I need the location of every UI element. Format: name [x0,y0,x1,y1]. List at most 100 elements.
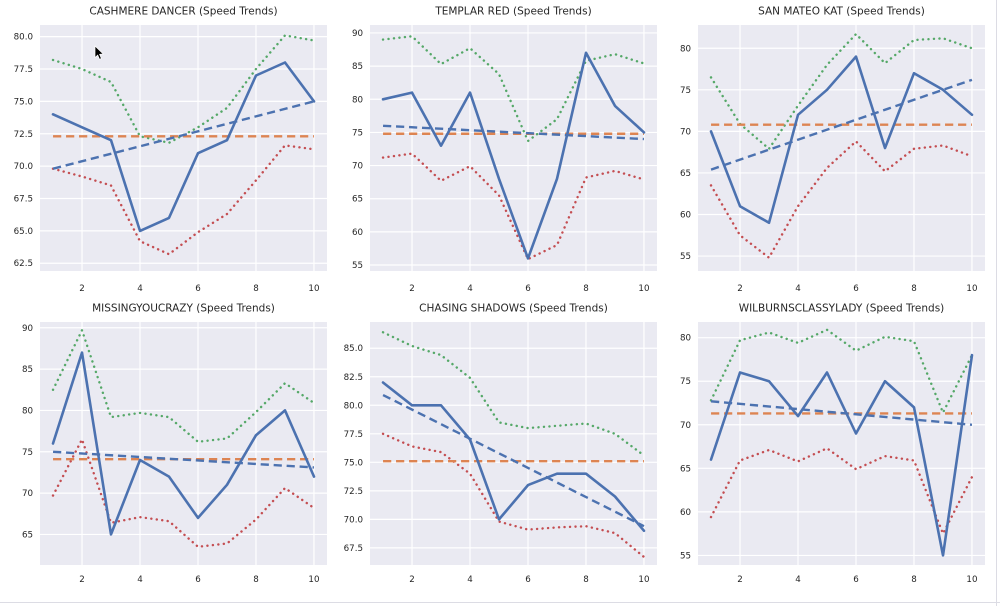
mouse-cursor-icon [94,45,105,60]
x-tick-label: 4 [137,284,143,294]
x-tick-label: 10 [638,575,649,585]
x-tick-label: 6 [853,284,859,294]
x-tick-label: 10 [308,575,319,585]
speed-line [381,51,646,260]
y-tick-label: 72.5 [344,487,363,497]
y-tick-label: 77.5 [344,430,363,440]
speed-line [709,55,974,225]
y-tick-label: 70.0 [344,515,363,525]
x-tick-label: 2 [737,284,743,294]
x-tick-label: 8 [911,575,917,585]
chart-title: TEMPLAR RED (Speed Trends) [434,6,591,18]
y-tick-label: 65.0 [14,227,33,237]
x-tick-label: 2 [737,575,743,585]
x-tick-label: 10 [966,575,977,585]
y-tick-label: 90 [22,324,33,334]
chart-title: CASHMERE DANCER (Speed Trends) [89,6,277,18]
trend-line [382,393,645,528]
x-tick-label: 6 [525,284,531,294]
upper-band-line [381,35,646,143]
y-tick-label: 77.5 [14,65,33,75]
y-tick-label: 80.0 [344,401,363,411]
y-tick-label: 75 [22,448,33,458]
x-tick-label: 4 [795,284,801,294]
y-tick-label: 90 [352,29,363,39]
plot-area [40,322,327,565]
x-tick-label: 2 [79,575,85,585]
x-tick-label: 2 [409,575,415,585]
trend-line [710,78,973,171]
y-tick-label: 60 [352,228,363,238]
x-tick-label: 8 [253,284,259,294]
y-tick-label: 75.0 [14,97,33,107]
x-tick-label: 6 [195,284,201,294]
plot-area [370,25,657,271]
y-tick-label: 67.5 [344,544,363,554]
x-tick-label: 4 [795,575,801,585]
y-tick-label: 80.0 [14,33,33,43]
y-tick-label: 60 [680,210,691,220]
chart-panel: 55 60 65 70 75 80 2 4 6 8 10 WILBURNSCLASSYLADY (Sp… [680,303,985,585]
x-tick-label: 8 [911,284,917,294]
y-tick-label: 70 [680,127,691,137]
x-tick-label: 10 [638,284,649,294]
y-tick-label: 55 [680,551,691,561]
y-tick-label: 67.5 [14,194,33,204]
speed-line [381,381,646,533]
y-tick-label: 75.0 [344,458,363,468]
trend-line [52,100,315,170]
chart-panel: 55 60 65 70 75 80 2 4 6 8 10 SAN MATEO KAT (Speed T… [680,6,985,294]
x-tick-label: 2 [409,284,415,294]
chart-panel: 65 70 75 80 85 90 2 4 6 8 10 MISSINGYOUCRAZY (Speed… [22,303,327,585]
lower-band-line [381,152,646,261]
y-tick-label: 75 [680,377,691,387]
y-tick-label: 65 [680,169,691,179]
upper-band-line [709,328,974,414]
y-tick-label: 85.0 [344,344,363,354]
y-tick-label: 55 [352,261,363,271]
y-tick-label: 80 [22,406,33,416]
y-tick-label: 62.5 [14,259,33,269]
chart-title: MISSINGYOUCRAZY (Speed Trends) [92,303,275,315]
x-tick-label: 8 [253,575,259,585]
y-tick-label: 85 [352,62,363,72]
chart-title: CHASING SHADOWS (Speed Trends) [419,303,608,315]
y-tick-label: 80 [680,334,691,344]
y-tick-label: 70.0 [14,162,33,172]
x-tick-label: 10 [966,284,977,294]
y-tick-label: 55 [680,252,691,262]
y-tick-label: 82.5 [344,373,363,383]
y-tick-label: 60 [680,508,691,518]
lower-band-line [709,140,974,259]
x-tick-label: 4 [467,575,473,585]
y-tick-label: 75 [352,128,363,138]
y-tick-label: 75 [680,86,691,96]
x-tick-label: 6 [195,575,201,585]
lower-band-line [51,144,316,256]
y-tick-label: 70 [22,489,33,499]
chart-title: SAN MATEO KAT (Speed Trends) [758,6,925,18]
x-tick-label: 10 [308,284,319,294]
y-tick-label: 65 [22,530,33,540]
chart-title: WILBURNSCLASSYLADY (Speed Trends) [739,303,945,315]
plot-area [698,25,985,271]
x-tick-label: 6 [853,575,859,585]
speed-line [51,351,316,536]
speed-line [709,353,974,557]
chart-panel: 62.5 65.0 67.5 70.0 72.5 75.0 77.5 80.0 2 4 6 8 10 CA… [14,6,327,294]
upper-band-line [709,32,974,151]
upper-band-line [51,329,316,443]
y-tick-label: 65 [352,195,363,205]
x-tick-label: 4 [137,575,143,585]
y-tick-label: 72.5 [14,130,33,140]
chart-panel: 55 60 65 70 75 80 85 90 2 4 6 8 10 TEMPLAR RED (Speed… [352,6,657,294]
y-tick-label: 85 [22,365,33,375]
speed-line [51,61,316,233]
y-tick-label: 65 [680,464,691,474]
x-tick-label: 8 [583,284,589,294]
lower-band-line [709,447,974,535]
plot-area [698,322,985,565]
y-tick-label: 70 [352,162,363,172]
